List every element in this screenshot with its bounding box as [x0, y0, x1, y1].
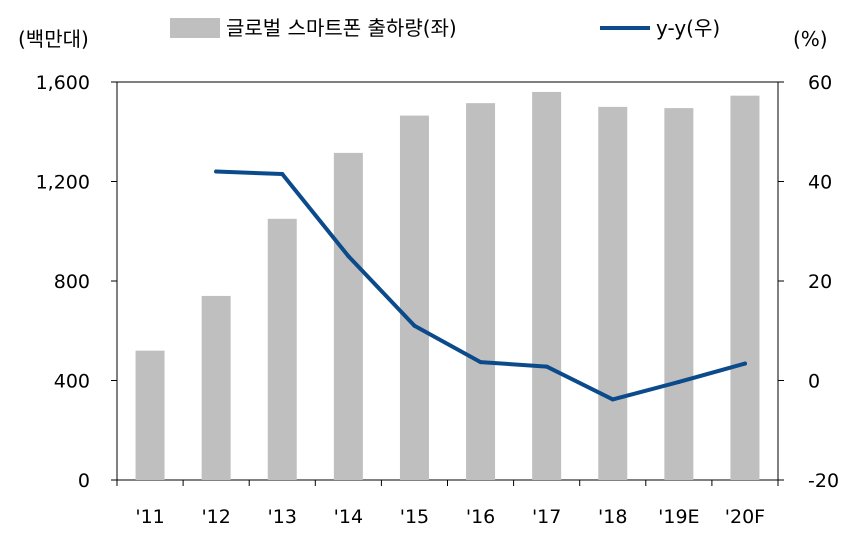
left-tick-label-4: 1,600	[36, 72, 90, 94]
left-tick-label-2: 800	[54, 271, 90, 293]
bar-7	[598, 106, 628, 480]
left-ticks-group: 0 400 800 1,200 1,600	[36, 72, 117, 492]
line-point-7	[610, 397, 615, 402]
right-tick-label-2: 20	[808, 271, 832, 293]
line-point-4	[412, 323, 417, 328]
bar-3	[333, 152, 363, 481]
right-tick-label-0: -20	[808, 470, 839, 492]
line-point-3	[346, 254, 351, 259]
x-tick-label-9: '20F	[725, 506, 765, 528]
x-tick-label-5: '16	[466, 506, 495, 528]
x-tick-label-8: '19E	[658, 506, 699, 528]
line-point-9	[742, 361, 747, 366]
bar-0	[135, 350, 165, 480]
x-tick-label-6: '17	[532, 506, 561, 528]
bar-8	[664, 108, 694, 481]
x-tick-label-2: '13	[268, 506, 297, 528]
line-point-5	[478, 360, 483, 365]
legend-bar-swatch	[170, 18, 220, 38]
right-tick-label-4: 60	[808, 72, 832, 94]
x-tick-label-3: '14	[334, 506, 363, 528]
right-tick-label-3: 40	[808, 172, 832, 194]
bar-5	[466, 103, 496, 481]
left-axis-unit: (백만대)	[18, 27, 89, 51]
bar-2	[267, 218, 297, 480]
x-tick-label-0: '11	[135, 506, 164, 528]
line-group	[214, 169, 747, 402]
bar-9	[730, 95, 760, 481]
line-point-6	[544, 364, 549, 369]
legend: 글로벌 스마트폰 출하량(좌) y-y(우)	[170, 16, 720, 40]
right-tick-label-1: 0	[808, 371, 820, 393]
legend-bar-label: 글로벌 스마트폰 출하량(좌)	[226, 16, 457, 40]
x-ticks-group: '11 '12 '13 '14 '15 '16 '17 '18 '19E '20F	[116, 480, 779, 528]
line-point-8	[676, 379, 681, 384]
bar-6	[532, 91, 562, 480]
right-ticks-group: -20 0 20 40 60	[778, 72, 839, 492]
bar-4	[399, 115, 429, 481]
left-tick-label-1: 400	[54, 371, 90, 393]
left-tick-label-0: 0	[78, 470, 90, 492]
bars-group	[135, 91, 760, 481]
x-tick-label-7: '18	[598, 506, 627, 528]
line-point-2	[280, 172, 285, 177]
x-tick-label-1: '12	[201, 506, 230, 528]
left-tick-label-3: 1,200	[36, 172, 90, 194]
line-point-1	[214, 169, 219, 174]
bar-1	[201, 295, 231, 480]
x-tick-label-4: '15	[400, 506, 429, 528]
right-axis-unit: (%)	[793, 27, 828, 51]
legend-line-label: y-y(우)	[656, 16, 720, 40]
